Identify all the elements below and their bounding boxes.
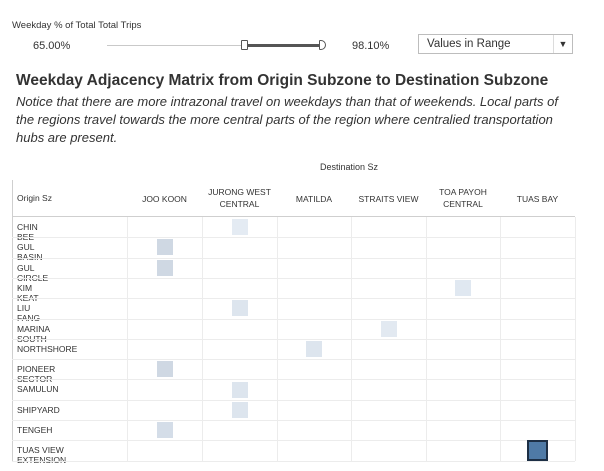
range-min-value[interactable]: 65.00% — [33, 40, 71, 52]
row-gridline — [12, 318, 575, 320]
filter-title: Weekday % of Total Total Trips — [12, 20, 142, 31]
range-slider-track[interactable] — [107, 45, 325, 46]
range-slider-left-handle[interactable] — [241, 40, 249, 50]
matrix-cell[interactable] — [231, 401, 248, 418]
grid-left-border — [12, 180, 13, 461]
range-max-value[interactable]: 98.10% — [352, 40, 390, 52]
row-gridline — [12, 277, 575, 279]
column-gridline — [575, 217, 576, 461]
chevron-down-icon[interactable]: ▼ — [553, 35, 572, 53]
column-header: STRAITS VIEW — [358, 194, 419, 204]
column-header: JURONG WEST CENTRAL — [208, 187, 271, 209]
origin-header: Origin Sz — [17, 193, 52, 203]
row-label: NORTHSHORE — [17, 343, 78, 354]
column-header: MATILDA — [295, 194, 333, 204]
filter-mode-dropdown[interactable]: Values in Range ▼ — [418, 34, 573, 54]
matrix-cell[interactable] — [156, 239, 173, 256]
row-label: CHIN BEE — [17, 222, 38, 242]
matrix-cell[interactable] — [231, 219, 248, 236]
header-divider — [12, 216, 575, 217]
row-gridline — [12, 440, 575, 442]
matrix-cell[interactable] — [455, 280, 471, 297]
column-header: TOA PAYOH CENTRAL — [439, 187, 487, 209]
row-label: GUL CIRCLE — [17, 262, 48, 283]
column-header: TUAS BAY — [516, 194, 559, 204]
matrix-cell[interactable] — [527, 439, 548, 461]
row-gridline — [12, 359, 575, 361]
row-label: SAMULUN — [17, 384, 59, 395]
dropdown-value: Values in Range — [427, 38, 511, 50]
matrix-cell[interactable] — [156, 422, 173, 439]
row-label: SHIPYARD — [17, 404, 60, 415]
row-gridline — [12, 338, 575, 340]
chart-subtitle: Notice that there are more intrazonal tr… — [16, 94, 558, 145]
row-gridline — [12, 237, 575, 239]
row-label: PIONEER SECTOR — [17, 364, 56, 384]
matrix-cell[interactable] — [380, 320, 397, 337]
row-gridline — [12, 379, 575, 381]
row-gridline — [12, 460, 575, 462]
row-label: KIM KEAT — [17, 282, 39, 303]
matrix-cell[interactable] — [231, 381, 248, 398]
matrix-cell[interactable] — [306, 340, 322, 357]
range-slider-right-handle[interactable] — [319, 40, 326, 50]
row-gridline — [12, 399, 575, 401]
row-gridline — [12, 298, 575, 300]
chart-title: Weekday Adjacency Matrix from Origin Sub… — [16, 72, 549, 89]
matrix-cell[interactable] — [156, 259, 173, 276]
row-label: TUAS VIEW EXTENSION — [17, 445, 66, 465]
row-label: MARINA SOUTH — [17, 323, 50, 344]
row-label: LIU FANG — [17, 303, 40, 323]
row-label: GUL BASIN — [17, 242, 43, 262]
destination-header: Destination Sz — [320, 162, 379, 172]
matrix-cell[interactable] — [156, 361, 173, 378]
row-gridline — [12, 420, 575, 421]
range-slider-fill — [244, 44, 322, 47]
row-gridline — [12, 257, 575, 259]
row-label: TENGEH — [17, 425, 53, 435]
matrix-cell[interactable] — [231, 300, 248, 317]
column-header: JOO KOON — [142, 194, 187, 204]
